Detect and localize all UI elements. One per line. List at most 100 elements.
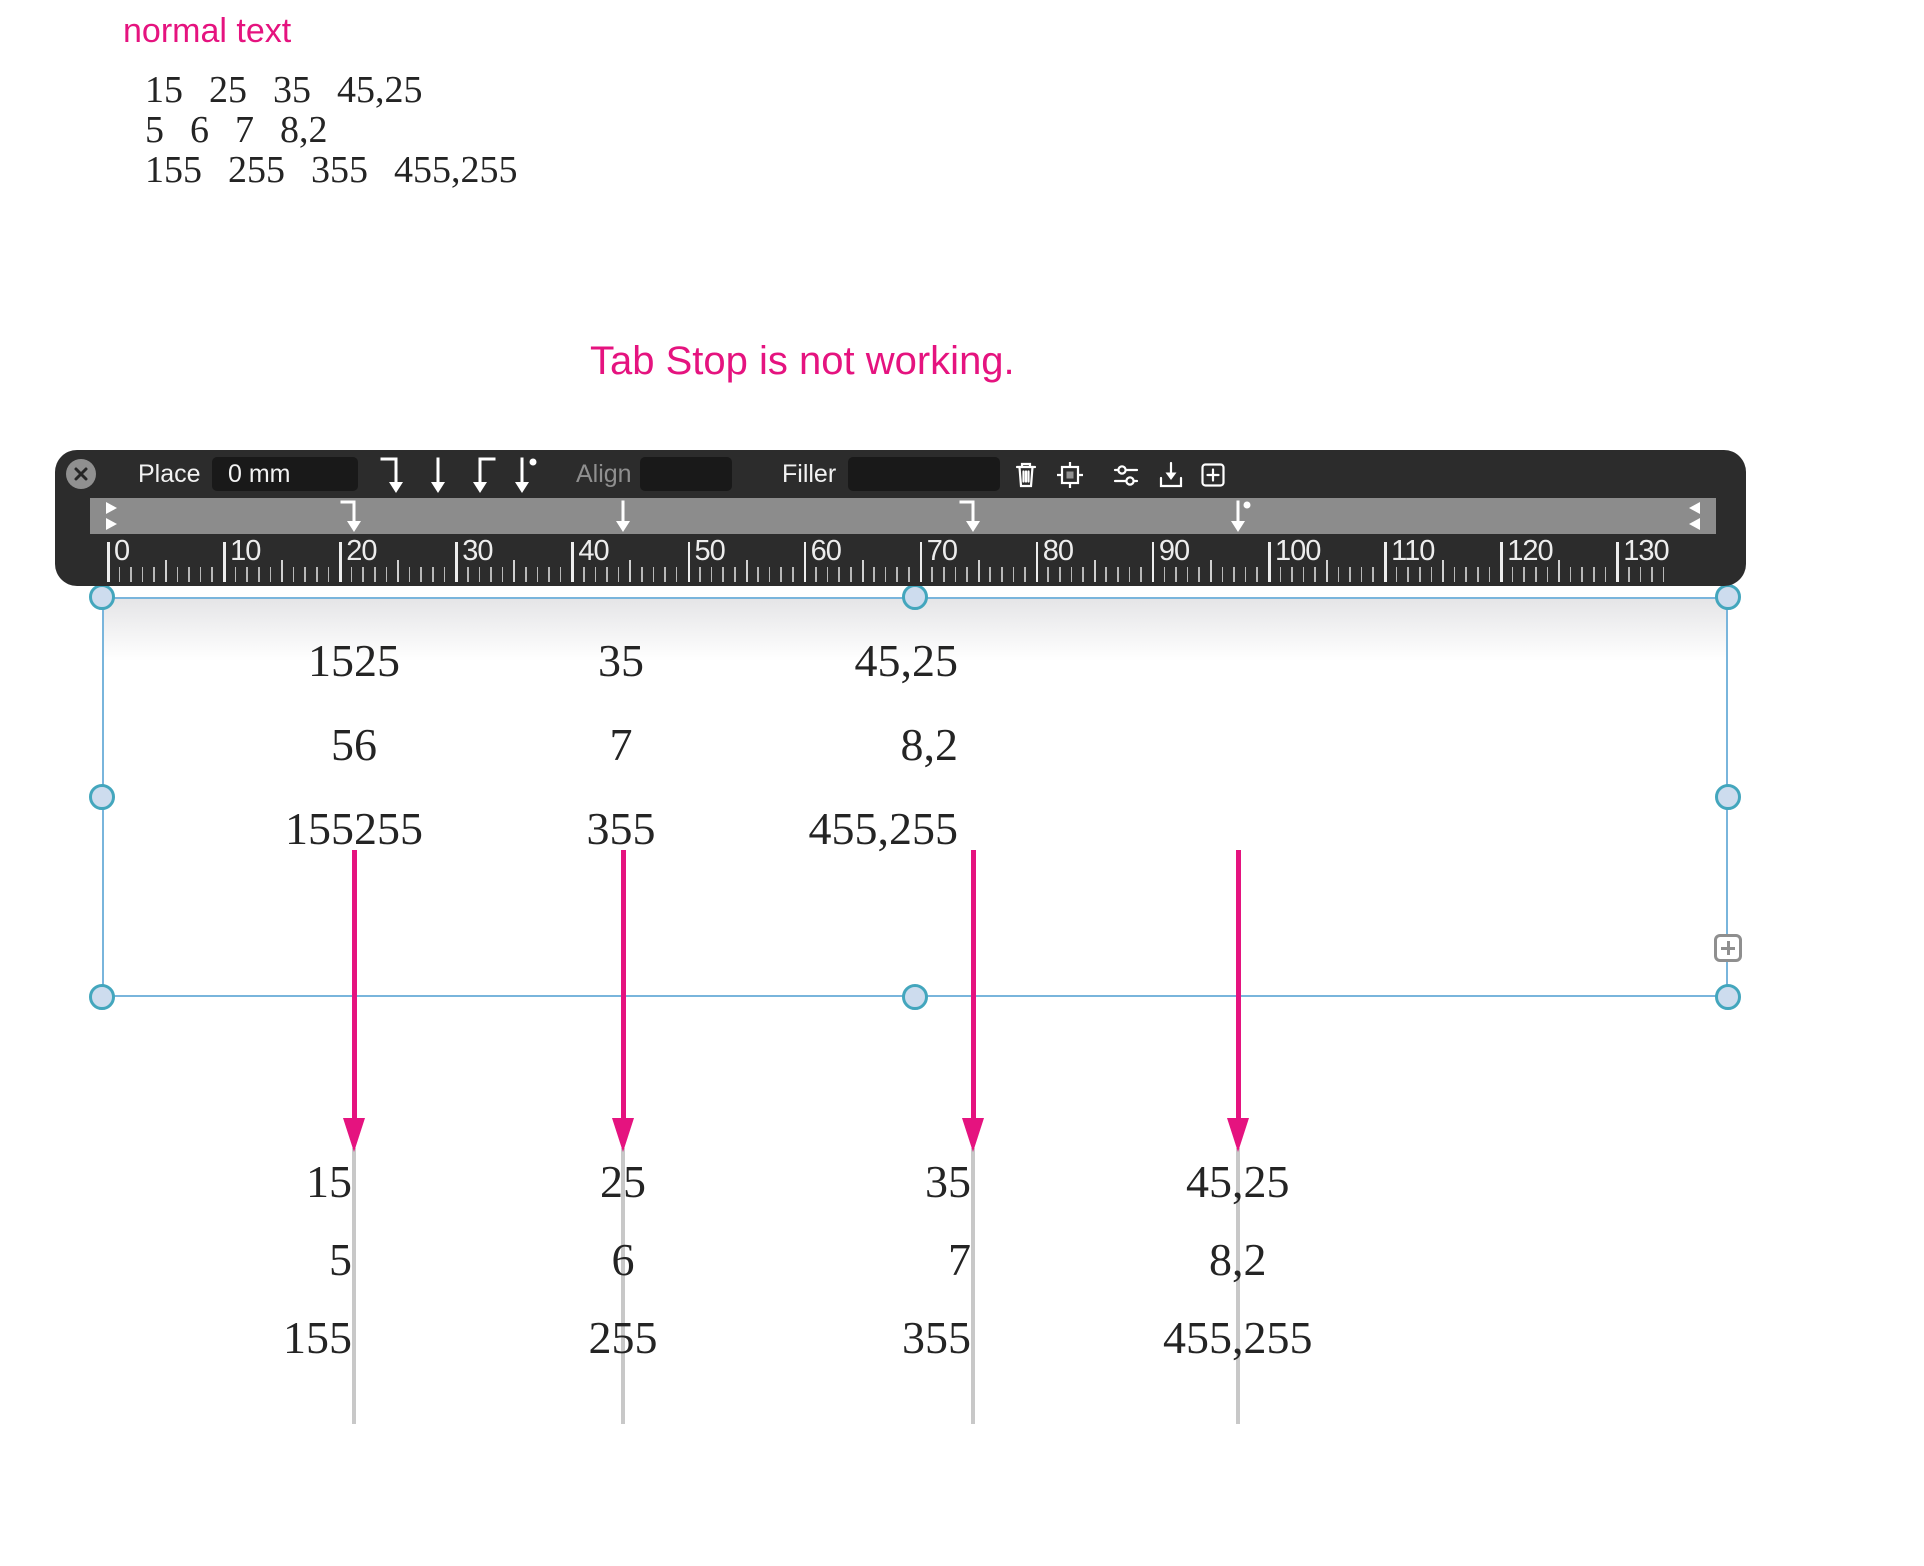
close-button[interactable] — [66, 459, 96, 489]
left-tab-button[interactable] — [463, 456, 497, 494]
delete-tab-button[interactable] — [1010, 458, 1044, 494]
ruler-tick — [548, 567, 550, 582]
right-tab-marker[interactable] — [339, 499, 369, 533]
tab-arrow-head — [612, 1118, 634, 1152]
center-tab-marker[interactable] — [608, 499, 638, 533]
frame-expand-button[interactable] — [1714, 934, 1742, 962]
ruler-tick — [188, 567, 190, 582]
intro-value: 5 — [145, 109, 164, 151]
settings-button[interactable] — [1110, 458, 1144, 494]
align-input[interactable] — [640, 457, 732, 491]
intro-value: 25 — [209, 69, 247, 111]
ruler-label: 110 — [1391, 535, 1435, 567]
right-tab-button[interactable] — [379, 456, 413, 494]
frame-handle[interactable] — [89, 584, 115, 610]
ruler-tick — [1233, 567, 1235, 582]
add-tab-button[interactable] — [1197, 458, 1231, 494]
ruler-tick — [1384, 542, 1387, 582]
ruler-tick — [1198, 567, 1200, 582]
intro-value: 45,25 — [337, 69, 423, 111]
ruler-tick — [1360, 567, 1363, 582]
ruler-label: 10 — [230, 535, 261, 567]
ruler-tick — [942, 567, 945, 582]
ruler-tick — [850, 567, 852, 582]
ruler-tick — [1500, 542, 1503, 582]
ruler-tick — [223, 542, 226, 582]
decimal-tab-marker[interactable] — [1223, 499, 1253, 533]
frame-handle[interactable] — [89, 784, 115, 810]
page-title: Tab Stop is not working. — [590, 339, 1015, 383]
ruler-tick — [199, 567, 202, 582]
ruler-tick — [838, 567, 841, 582]
ruler-tick — [977, 560, 980, 582]
frame-handle[interactable] — [89, 984, 115, 1010]
right-indent-marker-bottom[interactable] — [1689, 518, 1700, 530]
filler-input[interactable] — [848, 457, 1000, 491]
intro-value: 7 — [235, 109, 254, 151]
left-indent-marker[interactable] — [106, 518, 117, 530]
ruler-tick — [466, 567, 469, 582]
ruler-tick — [1546, 567, 1549, 582]
ruler-tick — [1221, 567, 1224, 582]
frame-value: 355 — [586, 803, 656, 854]
center-tab-button[interactable] — [421, 456, 455, 494]
tab-stop-toolbar: Place 0 mm Align Filler — [55, 450, 1746, 586]
frame-handle[interactable] — [1715, 984, 1741, 1010]
ruler-tick — [908, 567, 910, 582]
ruler-tick — [1024, 567, 1026, 582]
import-button[interactable] — [1155, 458, 1189, 494]
ruler-tick — [165, 560, 168, 582]
ruler-tick — [861, 560, 864, 582]
decimal-tab-button[interactable] — [505, 456, 539, 494]
ruler-tick — [1047, 567, 1049, 582]
right-tab-marker[interactable] — [958, 499, 988, 533]
ruler[interactable]: 0 10 20 30 40 50 60 70 80 90 100 110 120 130 — [55, 534, 1746, 586]
ruler-tick — [1662, 567, 1665, 582]
right-indent-marker-top[interactable] — [1689, 502, 1700, 514]
tab-arrow — [970, 850, 976, 1118]
first-line-indent-marker[interactable] — [106, 502, 117, 514]
frame-settings-button[interactable] — [1054, 458, 1088, 494]
ruler-tick — [1616, 542, 1619, 582]
tab-value-integer: 8 — [1209, 1234, 1232, 1285]
ruler-tick — [559, 567, 562, 582]
ruler-tick — [1488, 567, 1491, 582]
ruler-tick — [710, 567, 713, 582]
frame-handle[interactable] — [1715, 584, 1741, 610]
ruler-tick — [1604, 567, 1607, 582]
frame-handle[interactable] — [902, 984, 928, 1010]
ruler-tick — [1337, 567, 1340, 582]
ruler-tick — [1569, 567, 1572, 582]
import-icon — [1159, 461, 1183, 488]
ruler-tick — [757, 567, 759, 582]
ruler-tick — [1105, 567, 1108, 582]
ruler-label: 80 — [1042, 535, 1074, 567]
intro-value: 355 — [311, 149, 368, 191]
ruler-tick — [1511, 567, 1514, 582]
ruler-tick — [350, 567, 353, 582]
ruler-tick — [1279, 567, 1282, 582]
tab-value: 255 — [588, 1312, 658, 1363]
tab-value: 355 — [902, 1312, 971, 1363]
tab-arrow-head — [1227, 1118, 1249, 1152]
ruler-tick — [873, 567, 875, 582]
ruler-tick — [1244, 567, 1247, 582]
place-input[interactable]: 0 mm — [212, 457, 358, 491]
ruler-tick — [780, 567, 782, 582]
ruler-tick — [1372, 567, 1375, 582]
ruler-tick — [408, 567, 411, 582]
frame-value: 45,25 — [854, 635, 959, 686]
tab-strip[interactable] — [90, 498, 1716, 534]
ruler-tick — [884, 567, 887, 582]
frame-handle[interactable] — [1715, 784, 1741, 810]
ruler-tick — [989, 567, 991, 582]
ruler-tick — [292, 567, 295, 582]
intro-value: 6 — [190, 109, 209, 151]
ruler-tick — [699, 567, 701, 582]
ruler-tick — [733, 567, 736, 582]
ruler-tick — [1209, 560, 1212, 582]
ruler-tick — [617, 567, 620, 582]
frame-handle[interactable] — [902, 584, 928, 610]
tab-guide-line — [971, 1148, 975, 1424]
